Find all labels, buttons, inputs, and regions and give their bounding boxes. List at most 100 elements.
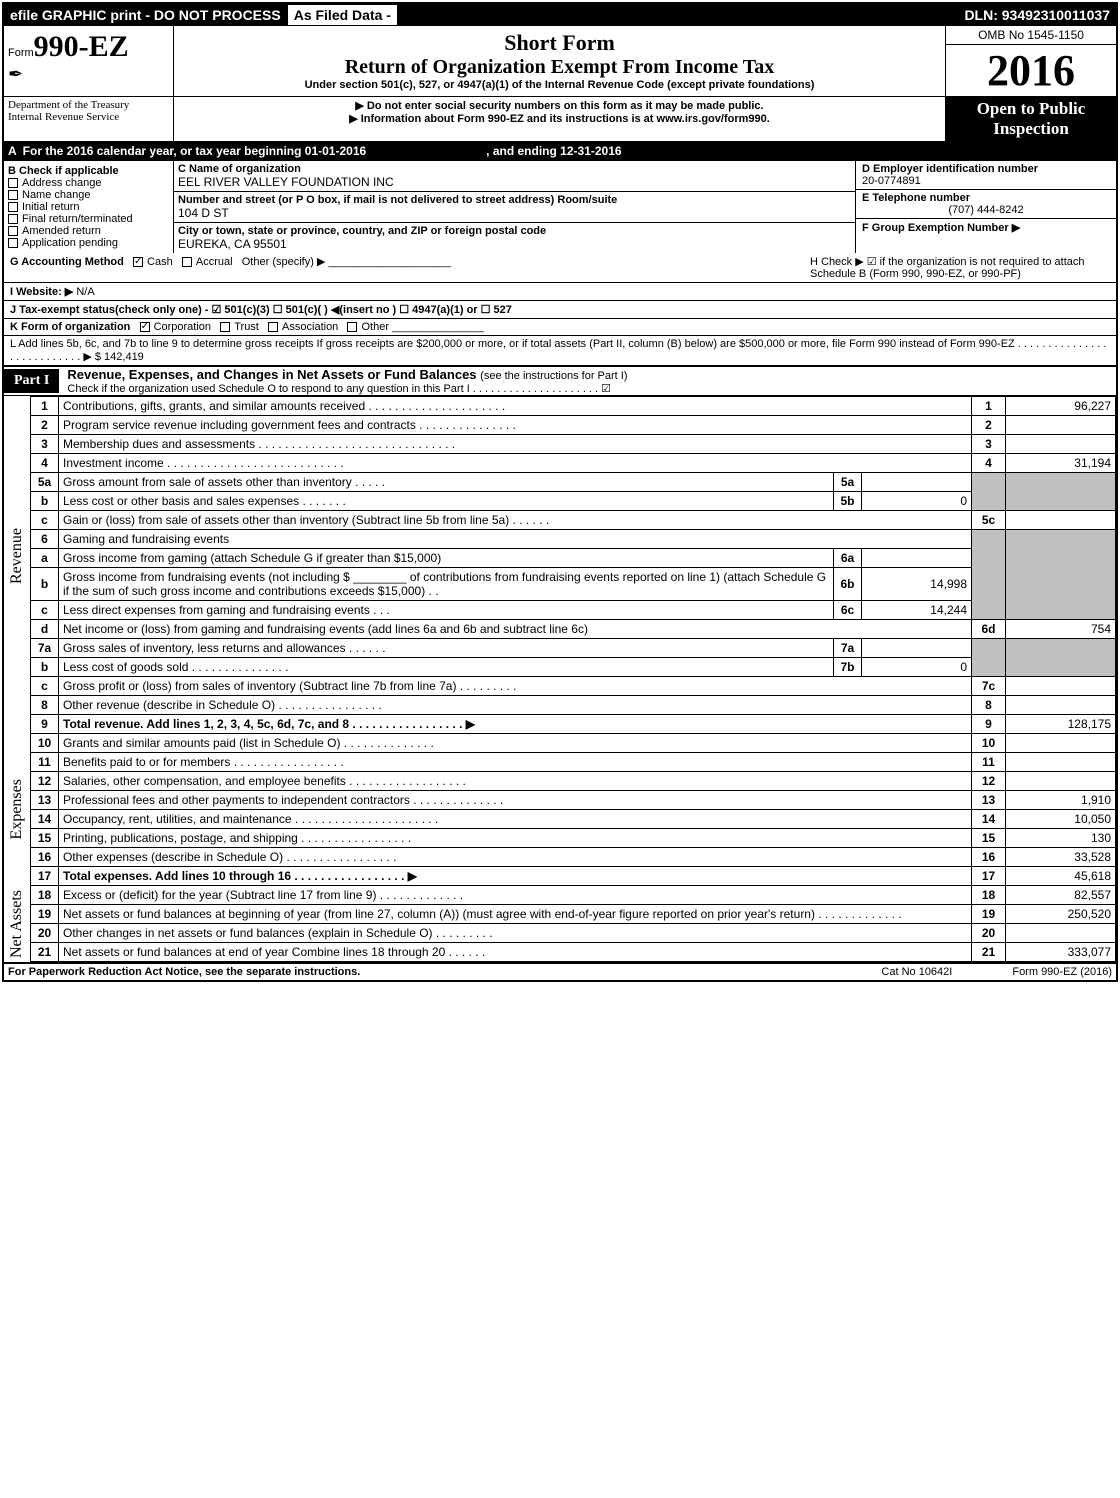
line11-val (1006, 753, 1116, 772)
ein-label: D Employer identification number (862, 163, 1110, 175)
line19-box: 19 (972, 905, 1006, 924)
line3-val (1006, 435, 1116, 454)
section-a: A For the 2016 calendar year, or tax yea… (4, 142, 1116, 161)
check-final-return[interactable] (8, 214, 18, 224)
form-990ez-container: efile GRAPHIC print - DO NOT PROCESS As … (2, 2, 1118, 982)
label-application-pending: Application pending (22, 237, 118, 249)
part1-check-note: Check if the organization used Schedule … (67, 382, 627, 395)
line8-desc: Other revenue (describe in Schedule O) .… (59, 696, 972, 715)
accounting-method-label: G Accounting Method (10, 256, 124, 268)
line10-val (1006, 734, 1116, 753)
line17-val: 45,618 (1006, 867, 1116, 886)
check-cash[interactable] (133, 257, 143, 267)
line20-num: 20 (31, 924, 59, 943)
section-a-prefix: A (8, 144, 17, 158)
line5c-box: 5c (972, 511, 1006, 530)
part1-sub: (see the instructions for Part I) (480, 370, 627, 382)
check-accrual[interactable] (182, 257, 192, 267)
line12-num: 12 (31, 772, 59, 791)
line5c-val (1006, 511, 1116, 530)
line5a-sublbl: 5a (834, 473, 862, 492)
check-other-org[interactable] (347, 322, 357, 332)
omb-number: OMB No 1545-1150 (946, 26, 1116, 45)
line21-desc: Net assets or fund balances at end of ye… (59, 943, 972, 962)
line19-val: 250,520 (1006, 905, 1116, 924)
check-assoc[interactable] (268, 322, 278, 332)
label-corp: Corporation (154, 321, 211, 333)
line7c-desc: Gross profit or (loss) from sales of inv… (59, 677, 972, 696)
section-c-label: C Name of organization (178, 163, 851, 175)
efile-text: efile GRAPHIC print - DO NOT PROCESS (4, 5, 287, 25)
line18-val: 82,557 (1006, 886, 1116, 905)
line13-box: 13 (972, 791, 1006, 810)
line6a-desc: Gross income from gaming (attach Schedul… (59, 549, 834, 568)
line7a-desc: Gross sales of inventory, less returns a… (59, 639, 834, 658)
line14-desc: Occupancy, rent, utilities, and maintena… (59, 810, 972, 829)
line7a-num: 7a (31, 639, 59, 658)
line16-box: 16 (972, 848, 1006, 867)
dept-line1: Department of the Treasury (8, 99, 169, 111)
line9-val: 128,175 (1006, 715, 1116, 734)
line18-box: 18 (972, 886, 1006, 905)
line6c-desc: Less direct expenses from gaming and fun… (59, 601, 834, 620)
line17-num: 17 (31, 867, 59, 886)
line7b-sublbl: 7b (834, 658, 862, 677)
label-assoc: Association (282, 321, 338, 333)
line12-box: 12 (972, 772, 1006, 791)
check-name-change[interactable] (8, 190, 18, 200)
line5a-subval (862, 473, 972, 492)
line17-desc: Total expenses. Add lines 10 through 16 … (59, 867, 972, 886)
section-bcd: B Check if applicable Address change Nam… (4, 161, 1116, 253)
label-initial-return: Initial return (22, 201, 79, 213)
check-corp[interactable] (140, 322, 150, 332)
line20-desc: Other changes in net assets or fund bala… (59, 924, 972, 943)
form-number-box: Form990-EZ ✒ (4, 26, 174, 96)
subtitle: Under section 501(c), 527, or 4947(a)(1)… (178, 79, 941, 91)
line6-num: 6 (31, 530, 59, 549)
line17-box: 17 (972, 867, 1006, 886)
part1-table: Revenue 1 Contributions, gifts, grants, … (4, 396, 1116, 962)
part1-header: Part I Revenue, Expenses, and Changes in… (4, 365, 1116, 396)
section-a-end: , and ending 12-31-2016 (486, 144, 621, 158)
line6b-subval: 14,998 (862, 568, 972, 601)
line4-box: 4 (972, 454, 1006, 473)
part1-title: Revenue, Expenses, and Changes in Net As… (67, 367, 476, 382)
line20-val (1006, 924, 1116, 943)
label-other-org: Other (361, 321, 389, 333)
section-j: J Tax-exempt status(check only one) - ☑ … (4, 301, 1116, 319)
line21-box: 21 (972, 943, 1006, 962)
dept-treasury: Department of the Treasury Internal Reve… (4, 97, 174, 141)
line7c-box: 7c (972, 677, 1006, 696)
line6c-subval: 14,244 (862, 601, 972, 620)
section-gh: G Accounting Method Cash Accrual Other (… (4, 253, 1116, 283)
line5b-num: b (31, 492, 59, 511)
short-form-label: Short Form (178, 30, 941, 56)
section-a-text: For the 2016 calendar year, or tax year … (23, 144, 367, 158)
line5b-desc: Less cost or other basis and sales expen… (59, 492, 834, 511)
line6c-sublbl: 6c (834, 601, 862, 620)
form-year-box: OMB No 1545-1150 2016 (946, 26, 1116, 96)
line9-desc: Total revenue. Add lines 1, 2, 3, 4, 5c,… (59, 715, 972, 734)
footer-formref: Form 990-EZ (2016) (1012, 966, 1112, 978)
check-initial-return[interactable] (8, 202, 18, 212)
phone-label: E Telephone number (862, 192, 1110, 204)
line7b-desc: Less cost of goods sold . . . . . . . . … (59, 658, 834, 677)
line7c-val (1006, 677, 1116, 696)
line5a-num: 5a (31, 473, 59, 492)
check-address-change[interactable] (8, 178, 18, 188)
note-instructions: ▶ Information about Form 990-EZ and its … (178, 112, 941, 125)
line15-desc: Printing, publications, postage, and shi… (59, 829, 972, 848)
line8-box: 8 (972, 696, 1006, 715)
tax-exempt-status: J Tax-exempt status(check only one) - ☑ … (10, 304, 512, 316)
line6d-box: 6d (972, 620, 1006, 639)
check-application-pending[interactable] (8, 238, 18, 248)
city-label: City or town, state or province, country… (178, 225, 851, 237)
check-trust[interactable] (220, 322, 230, 332)
line1-val: 96,227 (1006, 397, 1116, 416)
org-name: EEL RIVER VALLEY FOUNDATION INC (178, 175, 851, 189)
line11-num: 11 (31, 753, 59, 772)
check-amended-return[interactable] (8, 226, 18, 236)
line5c-num: c (31, 511, 59, 530)
line14-num: 14 (31, 810, 59, 829)
label-name-change: Name change (22, 189, 91, 201)
